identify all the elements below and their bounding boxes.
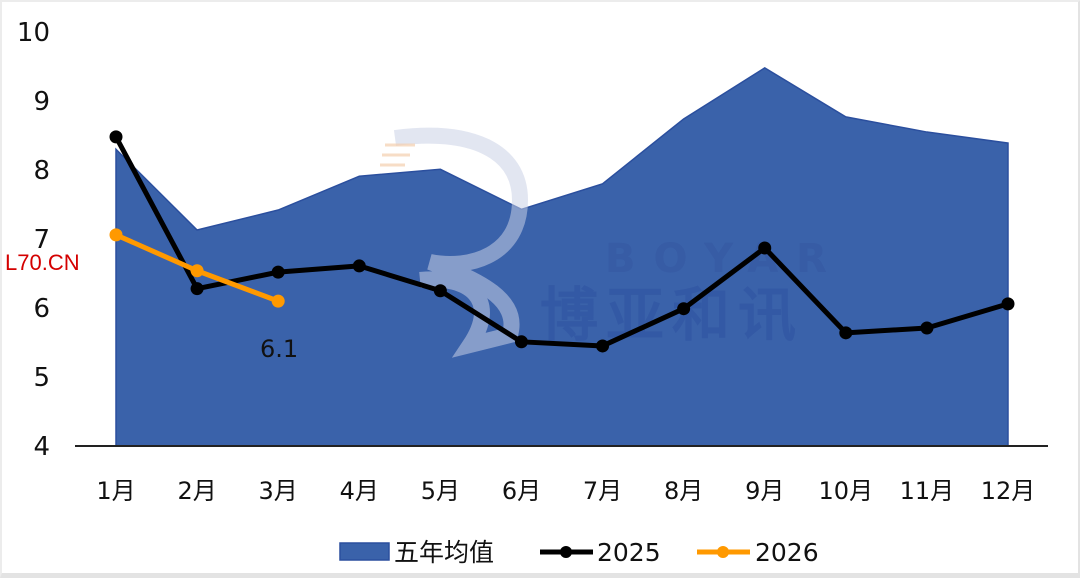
x-tick-label: 12月 xyxy=(981,477,1036,505)
y-tick-label: 10 xyxy=(17,18,50,48)
dot-marker-black-icon xyxy=(560,546,572,558)
data-point-marker[interactable] xyxy=(190,264,204,278)
legend-item-five-year-average[interactable]: 五年均值 xyxy=(339,538,494,567)
series-polyline xyxy=(113,135,1009,349)
series-2025-line xyxy=(109,130,1015,353)
data-point-marker[interactable] xyxy=(271,294,285,308)
legend-item-2026[interactable]: 2026 xyxy=(697,538,819,567)
dot-marker-orange-icon xyxy=(717,546,729,558)
data-point-marker[interactable] xyxy=(109,228,123,242)
x-tick-label: 2月 xyxy=(177,477,216,505)
y-tick-label: 7 xyxy=(33,225,50,255)
five-year-average-area xyxy=(115,66,1009,447)
y-axis-ticks: 4 5 6 7 8 9 10 xyxy=(17,18,50,462)
area-swatch-icon xyxy=(339,542,390,561)
x-axis-ticks: 1月 2月 3月 4月 5月 6月 7月 8月 9月 10月 11月 12月 xyxy=(96,477,1035,505)
legend: 五年均值 2025 2026 xyxy=(339,538,819,567)
data-point-marker[interactable] xyxy=(1001,297,1015,311)
data-point-marker[interactable] xyxy=(433,284,447,298)
y-tick-label: 6 xyxy=(33,294,50,324)
data-point-marker[interactable] xyxy=(514,335,528,349)
legend-item-2025[interactable]: 2025 xyxy=(540,538,661,567)
x-tick-label: 4月 xyxy=(340,477,379,505)
data-point-marker[interactable] xyxy=(190,282,204,296)
x-tick-label: 7月 xyxy=(583,477,622,505)
legend-label-2026: 2026 xyxy=(755,538,819,567)
x-tick-label: 5月 xyxy=(421,477,460,505)
x-tick-label: 1月 xyxy=(96,477,135,505)
data-point-marker[interactable] xyxy=(109,130,123,144)
x-tick-label: 10月 xyxy=(819,477,874,505)
data-point-marker[interactable] xyxy=(920,321,934,335)
last-value-label: 6.1 xyxy=(260,335,298,363)
x-tick-label: 8月 xyxy=(664,477,703,505)
data-point-marker[interactable] xyxy=(677,302,691,316)
y-tick-label: 5 xyxy=(33,363,50,393)
legend-label-five-year-average: 五年均值 xyxy=(394,538,494,567)
y-tick-label: 8 xyxy=(33,156,50,186)
legend-label-2025: 2025 xyxy=(597,538,661,567)
source-tag-label: L70.CN xyxy=(5,250,80,275)
x-tick-label: 11月 xyxy=(900,477,955,505)
x-tick-label: 3月 xyxy=(259,477,298,505)
data-point-marker[interactable] xyxy=(839,326,853,340)
data-point-marker[interactable] xyxy=(758,241,772,255)
data-point-marker[interactable] xyxy=(352,259,366,273)
series-2026-line xyxy=(109,228,285,308)
x-tick-label: 9月 xyxy=(745,477,784,505)
x-tick-label: 6月 xyxy=(502,477,541,505)
y-tick-label: 4 xyxy=(33,432,50,462)
data-point-marker[interactable] xyxy=(596,339,610,353)
data-point-marker[interactable] xyxy=(271,265,285,279)
watermark-stripes-icon xyxy=(380,143,415,167)
y-tick-label: 9 xyxy=(33,87,50,117)
